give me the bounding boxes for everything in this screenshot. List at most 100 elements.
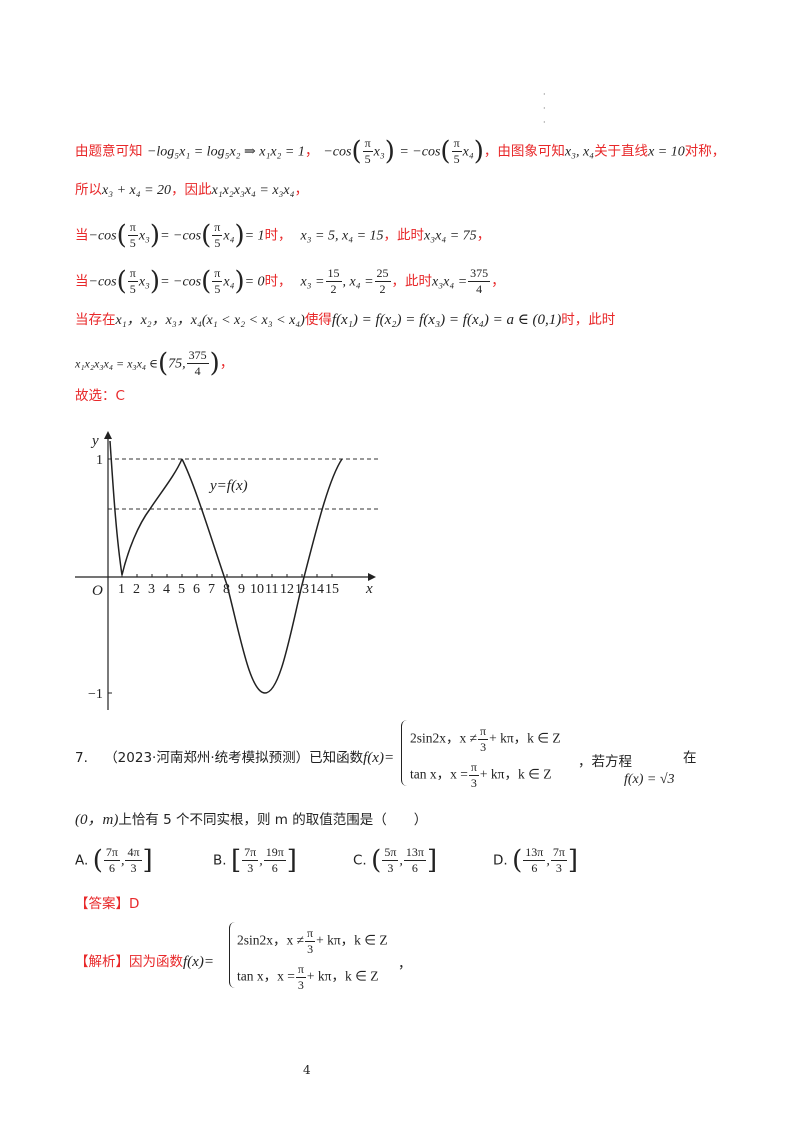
- frac-num: π: [127, 266, 138, 282]
- text-exists: 当存在: [75, 312, 116, 328]
- question-source: （2023·河南郑州·统考模拟预测）已知函数: [104, 750, 364, 766]
- frac-den: 3: [130, 861, 137, 875]
- frac-den: 3: [555, 861, 562, 875]
- text-hence: ，因此: [171, 182, 212, 198]
- frac-den: 3: [470, 776, 477, 790]
- text-then-now: 时，此时: [561, 312, 616, 328]
- x-tick-4: 4: [163, 582, 170, 597]
- answer-label: 【答案】: [75, 896, 129, 912]
- question-7-line-2: (0，m)上恰有 5 个不同实根，则 m 的取值范围是（ ）: [75, 808, 427, 829]
- curve-log: [109, 440, 183, 576]
- x-tick-6: 6: [193, 582, 200, 597]
- choice-letter: D.: [493, 852, 508, 869]
- frac-den: 2: [330, 282, 337, 296]
- analysis-piecewise-brace: [229, 922, 236, 988]
- text-intro: 由题意可知: [75, 143, 143, 160]
- frac-den: 6: [531, 861, 538, 875]
- choice-b[interactable]: B. [7π 3, 19π 6]: [213, 845, 297, 876]
- choice-letter: C.: [353, 852, 367, 869]
- separator: ，: [219, 355, 234, 372]
- function-graph: y x O 1 −1 y=f(x) 1 2 3 4 5 6 7 8 9 10 1…: [75, 431, 380, 710]
- function-fx: f(x)=: [363, 750, 395, 766]
- interval-start: 75,: [168, 356, 186, 372]
- line-x10: x = 10: [648, 144, 685, 160]
- var-x4: x₄: [462, 144, 474, 160]
- x-tick-12: 12: [280, 582, 294, 597]
- equation-cos-right: = −cos: [399, 144, 441, 160]
- frac-den: 5: [129, 236, 136, 250]
- analysis-case-1: 2sin2x，x ≠ π 3 + kπ，k ∈ Z: [237, 926, 388, 957]
- product-75: x₃x₄ = 75: [424, 228, 477, 244]
- piecewise-case-2: tan x，x = π 3 + kπ，k ∈ Z: [410, 760, 551, 791]
- frac-num: π: [478, 724, 489, 740]
- text-when: 当: [75, 227, 89, 244]
- question-number: 7.: [75, 750, 88, 766]
- choice-letter: B.: [213, 852, 227, 869]
- frac-num: π: [212, 266, 223, 282]
- piecewise-brace: [401, 720, 408, 786]
- case-2-cond: + kπ，k ∈ Z: [306, 968, 379, 984]
- frac-den: 6: [108, 861, 115, 875]
- text-symmetric: 对称，: [684, 143, 726, 160]
- frac-den: 4: [476, 282, 483, 296]
- answer-block: 【答案】D: [75, 892, 139, 912]
- solution-line-3: 当−cos(π 5 x₃)= −cos(π 5 x₄)= 1时， x₃ = 5, x₄ …: [75, 220, 491, 251]
- question-7-text: 上恰有 5 个不同实根，则 m 的取值范围是（ ）: [118, 812, 428, 828]
- cos-right: = −cos: [160, 228, 202, 244]
- x-tick-11: 11: [265, 582, 278, 597]
- x-tick-9: 9: [238, 582, 245, 597]
- x3-eq: x₃ =: [300, 274, 325, 290]
- curve-cos: [181, 458, 343, 694]
- frac-num: 13π: [403, 845, 426, 861]
- solution-line-4: 当−cos(π 5 x₃)= −cos(π 5 x₄)= 0时， x₃ = 15 2, x₄…: [75, 266, 506, 297]
- frac-num: π: [362, 136, 373, 152]
- choice-c[interactable]: C. (5π 3, 13π 6]: [353, 845, 438, 876]
- frac-num: 4π: [125, 845, 142, 861]
- case-2-expr: tan x，x =: [237, 968, 295, 984]
- frac-num: 375: [468, 266, 491, 282]
- frac-den: 4: [194, 364, 201, 378]
- analysis-case-2: tan x，x = π 3 + kπ，k ∈ Z: [237, 962, 378, 993]
- equation-sum: x₃ + x₄ = 20: [102, 183, 172, 198]
- frac-num: π: [127, 220, 138, 236]
- text-so: 所以: [75, 182, 102, 198]
- frac-den: 3: [247, 861, 254, 875]
- x-tick-8: 8: [223, 582, 230, 597]
- interval-0-m: (0，m): [75, 812, 119, 828]
- analysis-label: 【解析】: [75, 954, 129, 970]
- frac-num: π: [212, 220, 223, 236]
- var-x4: x₄: [223, 274, 235, 290]
- frac-den: 3: [297, 978, 304, 992]
- choice-d[interactable]: D. (13π 6, 7π 3]: [493, 845, 579, 876]
- frac-den: 3: [387, 861, 394, 875]
- cos-left: −cos: [88, 274, 117, 290]
- frac-num: π: [451, 136, 462, 152]
- choice-a[interactable]: A. (7π 6, 4π 3]: [75, 845, 153, 876]
- x-axis-label: x: [365, 581, 373, 597]
- frac-num: 15: [325, 266, 342, 282]
- var-x3: x₃: [373, 144, 385, 160]
- y-axis-label: y: [90, 433, 99, 449]
- question-7-line-1: 7. （2023·河南郑州·统考模拟预测）已知函数f(x)=: [75, 746, 394, 767]
- case-2-cond: + kπ，k ∈ Z: [479, 766, 552, 782]
- analysis-block: 【解析】因为函数f(x)=: [75, 950, 214, 971]
- x-tick-3: 3: [148, 582, 155, 597]
- curve-label: y=f(x): [208, 478, 248, 494]
- x-tick-14: 14: [310, 582, 324, 597]
- cos-left: −cos: [88, 228, 117, 244]
- x4-eq: , x₄ =: [342, 274, 374, 290]
- x-tick-13: 13: [295, 582, 309, 597]
- frac-num: 19π: [263, 845, 286, 861]
- stray-dots: · · ·: [543, 90, 546, 127]
- var-x3: x₃: [138, 274, 150, 290]
- cos-right: = −cos: [160, 274, 202, 290]
- product-interval-eq: x₁x₂x₃x₄ = x₃x₄ ∈: [75, 356, 158, 371]
- equation-log: −log₅x₁ = log₅x₂ ⇒ x₁x₂ = 1: [146, 144, 305, 160]
- choice-letter: A.: [75, 852, 89, 869]
- x-ticks: [121, 574, 333, 577]
- solution-line-5: 当存在x₁，x₂，x₃，x₄(x₁ < x₂ < x₃ < x₄)使得f(x₁)…: [75, 310, 615, 331]
- answer-value: D: [129, 896, 140, 912]
- frac-den: 5: [214, 282, 221, 296]
- frac-den: 5: [129, 282, 136, 296]
- case-1-cond: + kπ，k ∈ Z: [489, 730, 561, 746]
